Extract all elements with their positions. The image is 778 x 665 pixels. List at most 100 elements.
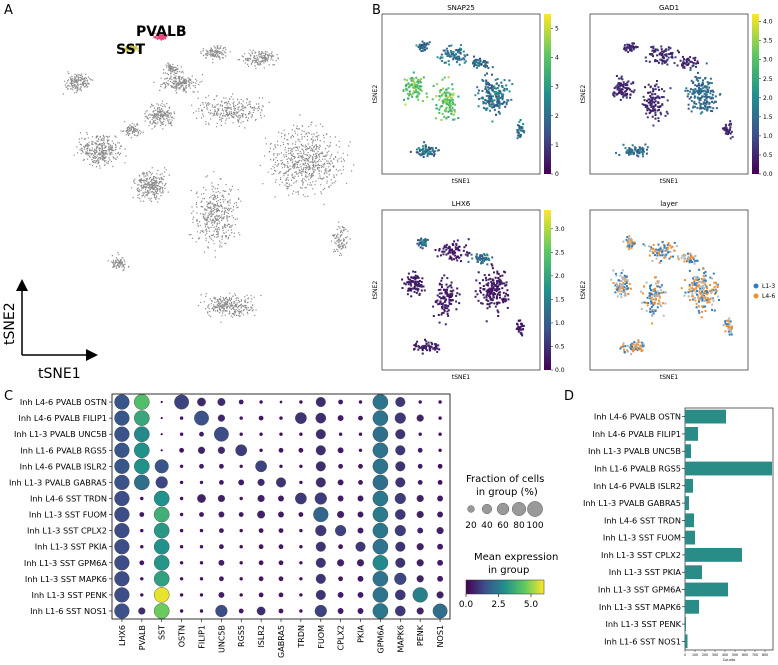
map-point	[489, 298, 492, 301]
map-point	[503, 87, 506, 90]
map-point	[730, 130, 733, 133]
map-point	[634, 147, 637, 150]
dotplot-dot	[257, 478, 265, 487]
dotplot-dot	[179, 561, 184, 565]
map-point	[437, 289, 440, 291]
map-point	[501, 102, 504, 105]
map-point	[497, 110, 500, 113]
colorbar-tick-label: 3.0	[763, 57, 773, 64]
map-point	[649, 297, 651, 300]
map-point	[420, 289, 423, 292]
map-point	[485, 290, 488, 293]
map-point	[409, 77, 412, 80]
map-point	[624, 276, 627, 279]
map-point	[640, 150, 643, 153]
dotplot-column-label: CPLX2	[337, 625, 346, 650]
map-point	[425, 92, 428, 95]
map-point	[657, 86, 660, 89]
map-point	[487, 81, 490, 84]
map-point	[426, 153, 429, 156]
map-point	[484, 60, 487, 63]
map-point	[423, 241, 426, 244]
map-point	[444, 94, 447, 97]
dotplot-dot	[416, 575, 424, 583]
map-point	[620, 280, 623, 282]
dotplot-dot	[160, 449, 163, 452]
map-point	[683, 62, 686, 65]
dotplot-row-label: Inh L1-3 SST CPLX2	[27, 526, 107, 536]
map-point	[442, 247, 445, 250]
panel-label-a: A	[4, 3, 13, 18]
map-point	[443, 274, 446, 277]
map-point	[474, 94, 477, 97]
map-point	[434, 347, 437, 350]
map-point	[466, 251, 469, 254]
map-point	[444, 298, 447, 301]
map-point	[701, 306, 704, 309]
map-point	[727, 325, 730, 328]
map-point	[429, 147, 432, 150]
map-point	[495, 95, 498, 98]
map-point	[662, 314, 665, 317]
map-point	[408, 85, 411, 88]
map-point	[639, 290, 642, 293]
map-point	[424, 48, 426, 51]
map-point	[438, 108, 441, 111]
dotplot-column-label: FILIP1	[197, 625, 206, 649]
map-point	[708, 301, 711, 304]
map-point	[705, 285, 708, 288]
map-point	[441, 297, 444, 300]
map-point	[691, 298, 694, 301]
map-point	[643, 285, 646, 288]
map-point	[453, 110, 456, 113]
dotplot-dot	[179, 512, 184, 517]
map-point	[704, 279, 707, 282]
map-point	[488, 303, 491, 306]
map-point	[654, 93, 657, 96]
map-point	[696, 283, 699, 286]
map-point	[612, 94, 615, 96]
map-point	[499, 296, 501, 299]
map-point	[622, 276, 625, 279]
map-point	[704, 305, 707, 308]
map-point	[715, 289, 718, 292]
map-point	[418, 284, 421, 287]
map-point	[645, 152, 648, 155]
dotplot-dot	[217, 494, 226, 503]
map-point	[432, 315, 435, 317]
tsne-cluster-points	[163, 62, 182, 74]
map-point	[707, 297, 709, 300]
map-point	[705, 90, 708, 93]
map-point	[438, 248, 441, 250]
map-point	[706, 109, 709, 112]
map-point	[626, 84, 629, 87]
map-point	[451, 293, 454, 296]
map-point	[711, 110, 714, 113]
dotplot-dot	[239, 545, 243, 549]
map-point	[420, 43, 423, 46]
map-point	[729, 320, 732, 323]
map-point	[444, 304, 447, 307]
map-point	[448, 101, 451, 104]
map-point	[413, 291, 416, 293]
map-point	[434, 348, 436, 351]
map-point	[497, 96, 500, 99]
map-point	[676, 49, 679, 52]
map-point	[416, 276, 419, 279]
map-point	[704, 297, 707, 300]
map-point	[427, 341, 430, 344]
map-point	[520, 322, 522, 325]
map-point	[475, 255, 478, 258]
dotplot-dot	[218, 591, 225, 598]
count-bar	[685, 444, 691, 459]
map-point	[424, 245, 427, 247]
map-point	[487, 278, 490, 281]
dotplot-row-label: Inh L4-6 SST TRDN	[30, 493, 107, 503]
map-point	[477, 256, 480, 259]
map-frame	[589, 209, 749, 371]
map-point	[425, 150, 428, 153]
map-point	[651, 98, 654, 101]
map-point	[656, 252, 659, 255]
dotplot-dot	[179, 545, 184, 549]
map-point	[689, 299, 691, 302]
